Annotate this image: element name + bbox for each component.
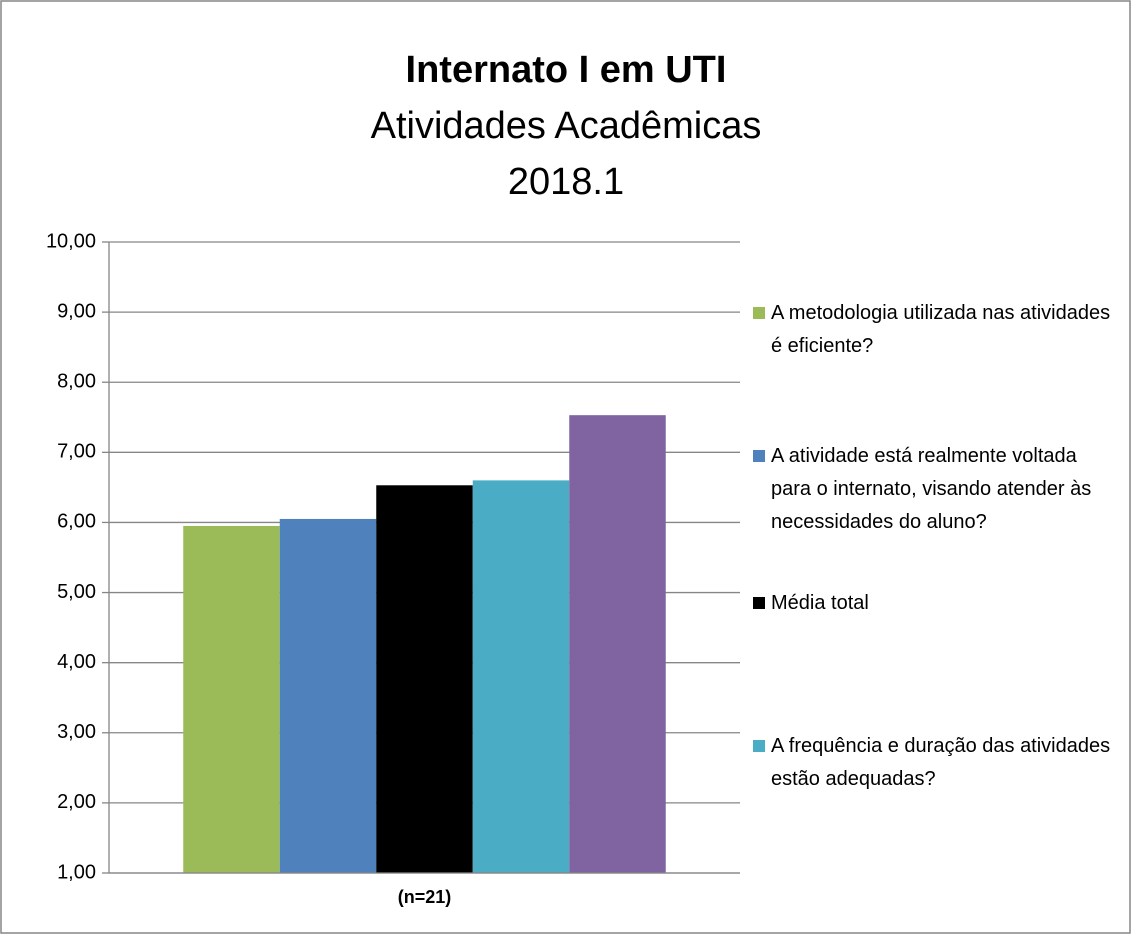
legend-swatch <box>753 597 765 609</box>
x-tick-label: (n=21) <box>398 887 452 907</box>
y-tick-label: 6,00 <box>57 511 96 533</box>
legend-label: A metodologia utilizada nas atividades é… <box>771 302 1111 357</box>
legend-swatch <box>753 740 765 752</box>
y-tick-label: 5,00 <box>57 581 96 603</box>
legend-label: A frequência e duração das atividades es… <box>771 735 1111 790</box>
bar <box>569 415 666 873</box>
bar <box>376 485 473 873</box>
y-tick-label: 1,00 <box>57 861 96 883</box>
bar <box>183 525 280 873</box>
y-tick-label: 9,00 <box>57 300 96 322</box>
y-tick-label: 3,00 <box>57 721 96 743</box>
bar <box>472 480 570 873</box>
y-tick-label: 10,00 <box>46 230 96 252</box>
y-tick-label: 4,00 <box>57 651 96 673</box>
legend-label: A atividade está realmente voltada para … <box>771 445 1092 533</box>
chart-subtitle: Atividades Acadêmicas <box>371 105 762 147</box>
legend-label: Média total <box>771 592 869 614</box>
chart-subtitle: 2018.1 <box>508 161 624 203</box>
chart-title: Internato I em UTI <box>406 49 727 91</box>
bar <box>279 518 377 873</box>
y-tick-label: 7,00 <box>57 441 96 463</box>
y-tick-label: 8,00 <box>57 371 96 393</box>
y-tick-label: 2,00 <box>57 791 96 813</box>
legend-swatch <box>753 450 765 462</box>
legend-swatch <box>753 307 765 319</box>
